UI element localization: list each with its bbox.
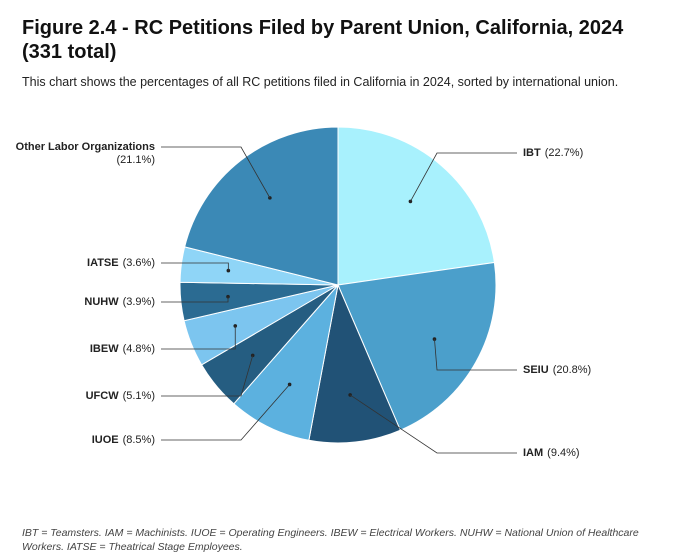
leader-line	[410, 152, 517, 202]
slice-label: UFCW (5.1%)	[86, 390, 155, 402]
leader-line	[161, 325, 236, 350]
leader-line	[161, 146, 271, 199]
pie-slice	[184, 126, 339, 286]
pie-slice	[337, 126, 495, 286]
value-label: (3.6%)	[123, 257, 155, 269]
slice-label: Other Labor Organizations (21.1%)	[16, 141, 155, 166]
slice-label: SEIU (20.8%)	[523, 364, 591, 376]
leader-line	[161, 296, 229, 303]
value-label: (3.9%)	[123, 296, 155, 308]
chart-title: Figure 2.4 - RC Petitions Filed by Paren…	[22, 17, 624, 63]
leader-line	[161, 355, 254, 397]
slice-label: IBT (22.7%)	[523, 147, 583, 159]
value-label: (4.8%)	[123, 343, 155, 355]
pie-slice	[233, 283, 339, 441]
leader-line	[349, 394, 517, 454]
footnote: IBT = Teamsters. IAM = Machinists. IUOE …	[22, 527, 639, 553]
value-label: (8.5%)	[123, 434, 155, 446]
pie-slice	[308, 283, 402, 444]
value-label: (5.1%)	[123, 390, 155, 402]
chart-subtitle: This chart shows the percentages of all …	[22, 75, 619, 89]
pie-slice	[337, 261, 497, 431]
slice-label: NUHW (3.9%)	[84, 296, 155, 308]
category-label: SEIU	[523, 364, 549, 376]
category-label: IAM	[523, 447, 543, 459]
category-label: UFCW	[86, 390, 120, 402]
category-label: IBT	[523, 147, 541, 159]
slice-label: IUOE (8.5%)	[92, 434, 155, 446]
category-label: IBEW	[90, 343, 119, 355]
value-label: (9.4%)	[547, 447, 579, 459]
value-label: (22.7%)	[545, 147, 584, 159]
category-label: Other Labor Organizations	[16, 141, 155, 153]
leader-line	[434, 339, 517, 371]
category-label: IUOE	[92, 434, 119, 446]
category-label: NUHW	[84, 296, 119, 308]
category-label: IATSE	[87, 257, 119, 269]
value-label: (20.8%)	[553, 364, 592, 376]
leader-dot	[226, 268, 231, 273]
slice-label: IAM (9.4%)	[523, 447, 580, 459]
slice-label: IBEW (4.8%)	[90, 343, 155, 355]
slice-label: IATSE (3.6%)	[87, 257, 155, 269]
value-label: (21.1%)	[116, 154, 155, 166]
leader-line	[161, 262, 229, 271]
leader-line	[161, 384, 290, 441]
